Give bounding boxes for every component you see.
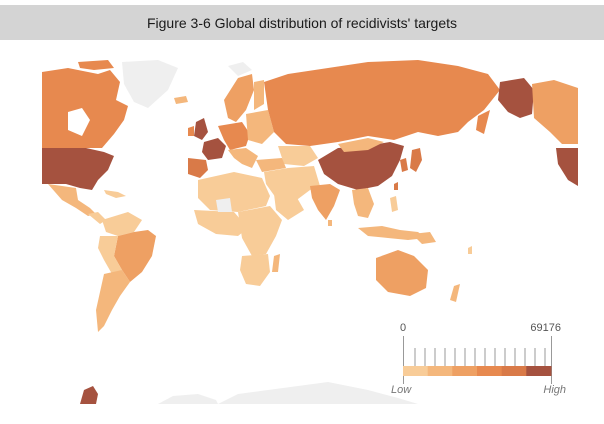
japan-region: [410, 148, 422, 172]
legend-min-value: 0: [400, 322, 407, 334]
canada-hudson-bay: [68, 108, 90, 136]
alaska-region: [498, 78, 534, 118]
sri-lanka-region: [328, 220, 332, 226]
map-legend: 0 69176 Low High: [391, 322, 566, 396]
central-africa-region: [238, 206, 282, 256]
world-map: 0 69176 Low High: [38, 60, 578, 404]
turkey-region: [256, 158, 286, 172]
new-zealand-region: [450, 284, 460, 302]
united-states-region: [42, 148, 114, 190]
madagascar-region: [272, 254, 280, 272]
iran-region: [288, 166, 320, 190]
finland-region: [254, 80, 264, 110]
legend-ticks: [414, 348, 546, 366]
taiwan-region: [394, 182, 398, 190]
figure-title-bar: Figure 3-6 Global distribution of recidi…: [0, 5, 604, 40]
legend-swatch: [501, 366, 527, 376]
legend-scale: [403, 336, 552, 384]
mexico-region: [48, 184, 96, 216]
kazakhstan-region: [278, 146, 318, 166]
papua-region: [412, 232, 436, 244]
central-europe-region: [218, 122, 250, 150]
iceland-region: [174, 96, 188, 104]
legend-swatch: [477, 366, 503, 376]
central-america-region: [88, 212, 106, 224]
argentina-chile-region: [96, 270, 130, 332]
united-states-east-region: [556, 148, 578, 186]
iberia-region: [188, 158, 208, 178]
canada-region: [42, 68, 128, 148]
legend-high-label: High: [543, 384, 566, 396]
china-region: [318, 142, 404, 190]
legend-max-value: 69176: [530, 322, 561, 334]
india-region: [310, 184, 340, 220]
antarctica-region: [218, 382, 418, 404]
australia-region: [376, 250, 428, 296]
peru-bolivia-region: [98, 236, 122, 274]
italy-balkans-region: [228, 148, 258, 168]
figure-title: Figure 3-6 Global distribution of recidi…: [146, 14, 458, 31]
south-africa-region: [240, 254, 270, 286]
north-africa-region: [198, 172, 270, 212]
arctic-islands-region: [228, 62, 252, 76]
ireland-region: [188, 126, 194, 136]
colombia-venezuela-region: [102, 212, 142, 236]
brazil-region: [114, 230, 156, 282]
pacific-islands-region: [468, 246, 472, 254]
legend-swatch: [526, 366, 552, 376]
canada-arctic-islands-region: [78, 60, 114, 70]
legend-low-label: Low: [391, 384, 412, 396]
korea-region: [400, 158, 408, 172]
antarctica-west-region: [158, 394, 218, 404]
caribbean-region: [104, 190, 126, 198]
canada-east-region: [532, 80, 578, 144]
sudan-region: [216, 198, 232, 212]
indonesia-region: [358, 226, 426, 240]
arabia-region: [274, 194, 304, 220]
united-kingdom-region: [194, 118, 208, 140]
mongolia-region: [338, 138, 384, 152]
southeast-asia-region: [352, 188, 374, 218]
west-africa-region: [194, 210, 248, 236]
philippines-region: [390, 196, 398, 212]
russia-region: [264, 60, 500, 146]
legend-swatch: [403, 366, 429, 376]
kamchatka-region: [476, 110, 490, 134]
greenland-region: [122, 60, 178, 108]
legend-color-bar: [403, 366, 552, 376]
legend-swatch: [452, 366, 478, 376]
eastern-europe-region: [246, 110, 274, 144]
map-canvas: [42, 60, 578, 404]
antarctica-highlight-region: [80, 386, 98, 404]
scandinavia-region: [224, 74, 254, 122]
legend-swatch: [427, 366, 453, 376]
france-region: [202, 138, 226, 160]
